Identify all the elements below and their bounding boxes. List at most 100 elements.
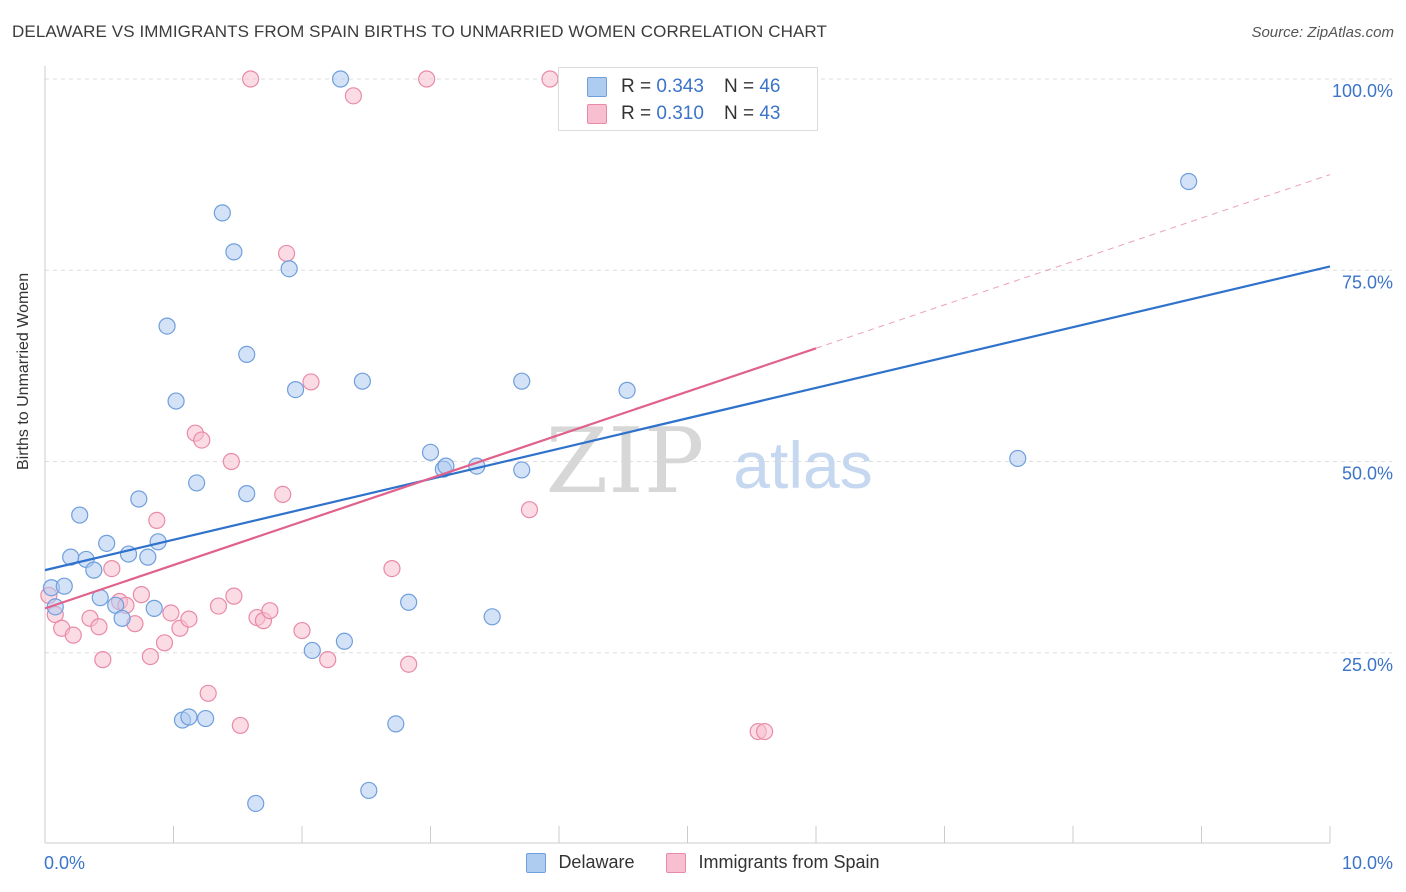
data-point (139, 548, 157, 566)
data-point (1009, 449, 1027, 468)
legend-item-spain: Immigrants from Spain (666, 852, 880, 873)
series-immigrants-from-spain (40, 70, 774, 741)
data-point (222, 452, 240, 471)
source-label: Source: ZipAtlas.com (1251, 24, 1394, 41)
data-point (64, 626, 82, 644)
data-point (286, 380, 305, 399)
data-point (400, 593, 418, 611)
data-point (113, 609, 131, 627)
pink-swatch (666, 852, 687, 873)
axes-layer (44, 66, 1331, 844)
data-point (55, 577, 73, 595)
grid-layer (45, 78, 1392, 654)
blue-swatch (587, 77, 607, 97)
trend-line (44, 265, 1331, 572)
data-point (302, 373, 320, 391)
data-point (274, 485, 292, 503)
data-point (303, 641, 321, 660)
data-point (418, 70, 436, 88)
data-point (213, 204, 231, 222)
r-value: 0.310 (656, 103, 704, 124)
data-point (132, 586, 150, 604)
data-point (162, 604, 180, 622)
data-point (541, 70, 559, 88)
data-point (209, 597, 228, 615)
pink-swatch (587, 104, 607, 124)
trend-line (44, 347, 817, 610)
y-tick-label: 25.0% (1342, 655, 1393, 675)
legend-item-delaware: Delaware (526, 852, 634, 873)
data-point (400, 655, 418, 673)
data-point (94, 651, 112, 669)
data-point (618, 381, 636, 399)
data-point (98, 534, 116, 552)
data-point (167, 392, 185, 410)
data-point (238, 345, 256, 363)
data-point (145, 599, 163, 617)
data-point (225, 587, 243, 605)
data-point (242, 70, 260, 88)
n-label: N = (723, 76, 755, 97)
data-point (383, 559, 401, 578)
data-point (180, 610, 198, 628)
watermark: ZIP atlas (546, 409, 873, 514)
n-value: 43 (759, 103, 781, 124)
data-point (344, 87, 362, 105)
data-point (197, 709, 215, 728)
data-point (158, 317, 176, 335)
data-point (155, 634, 174, 652)
chart-title: DELAWARE VS IMMIGRANTS FROM SPAIN BIRTHS… (12, 22, 827, 41)
data-point (71, 506, 89, 524)
watermark-zip: ZIP (546, 409, 705, 514)
data-point (277, 244, 296, 263)
data-point (353, 372, 371, 390)
data-point (247, 794, 265, 813)
data-point (1180, 172, 1198, 191)
n-value: 46 (759, 76, 781, 97)
series-legend: Delaware Immigrants from Spain (0, 852, 1406, 873)
data-point (755, 722, 774, 741)
data-point (199, 684, 217, 702)
legend-label: Delaware (558, 852, 635, 872)
data-point (360, 781, 378, 800)
data-point (238, 485, 256, 503)
data-point (335, 632, 354, 650)
data-point (513, 372, 531, 390)
data-point (261, 602, 279, 620)
data-point (130, 490, 148, 508)
x-tick-label: 10.0% (1342, 853, 1393, 873)
data-point (513, 461, 531, 479)
trend-line (815, 174, 1331, 349)
r-value: 0.343 (656, 76, 704, 97)
data-point (231, 716, 249, 735)
data-point (483, 608, 501, 626)
data-point (141, 647, 159, 666)
y-tick-label: 100.0% (1332, 81, 1393, 101)
r-label: R = (621, 76, 652, 97)
y-tick-label: 50.0% (1342, 464, 1393, 484)
data-point (520, 501, 539, 519)
data-point (193, 431, 211, 449)
tick-labels: 25.0% 50.0% 75.0% 100.0% 0.0% 10.0% (44, 81, 1393, 873)
data-point (280, 260, 298, 278)
correlation-legend: R = 0.343 N = 46 R = 0.310 N = 43 (558, 67, 818, 131)
data-point (331, 70, 350, 88)
data-point (319, 651, 337, 669)
y-tick-label: 75.0% (1342, 272, 1393, 292)
blue-swatch (526, 852, 547, 873)
n-label: N = (723, 103, 755, 124)
y-axis-label: Births to Unmarried Women (15, 272, 32, 470)
data-point (180, 708, 198, 726)
data-point (225, 243, 243, 261)
data-point (387, 715, 405, 733)
trend-lines (44, 174, 1331, 610)
data-point (90, 618, 108, 636)
legend-row-delaware: R = 0.343 N = 46 (559, 74, 780, 100)
r-label: R = (621, 103, 652, 124)
watermark-atlas: atlas (733, 428, 872, 502)
data-point (421, 443, 440, 461)
x-tick-label: 0.0% (44, 853, 85, 873)
data-point (188, 474, 206, 492)
legend-row-spain: R = 0.310 N = 43 (559, 101, 780, 127)
data-point (148, 511, 166, 530)
